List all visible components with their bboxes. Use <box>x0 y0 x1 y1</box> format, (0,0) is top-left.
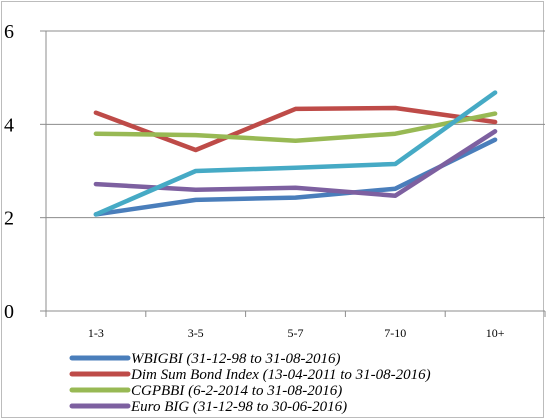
x-tick-label-3-5: 3-5 <box>188 326 204 340</box>
x-tick-label-7-10: 7-10 <box>384 326 406 340</box>
series-line-2 <box>93 111 498 143</box>
legend-label-3: Euro BIG (31-12-98 to 30-06-2016) <box>130 399 347 415</box>
x-tick-labels: 1-3 3-5 5-7 7-10 10+ <box>88 326 505 340</box>
x-tick-label-10+: 10+ <box>486 326 505 340</box>
legend-label-2: CGPBBI (6-2-2014 to 31-08-2016) <box>131 383 342 399</box>
series-layer <box>93 90 498 217</box>
axes <box>40 30 546 317</box>
y-tick-label: 2 <box>4 208 14 230</box>
legend-label-0: WBIGBI (31-12-98 to 31-08-2016) <box>131 351 341 367</box>
y-tick-label: 0 <box>4 301 14 323</box>
x-tick-label-1-3: 1-3 <box>88 326 104 340</box>
series-line-4 <box>93 90 498 217</box>
series-line-1 <box>93 105 498 153</box>
legend: WBIGBI (31-12-98 to 31-08-2016)Dim Sum B… <box>69 351 431 415</box>
y-tick-labels: 0 2 4 6 <box>4 21 14 323</box>
y-tick-label: 4 <box>4 114 14 136</box>
series-line-0 <box>93 137 498 217</box>
legend-label-1: Dim Sum Bond Index (13-04-2011 to 31-08-… <box>130 367 431 383</box>
x-tick-label-5-7: 5-7 <box>288 326 304 340</box>
y-tick-label: 6 <box>4 21 14 43</box>
